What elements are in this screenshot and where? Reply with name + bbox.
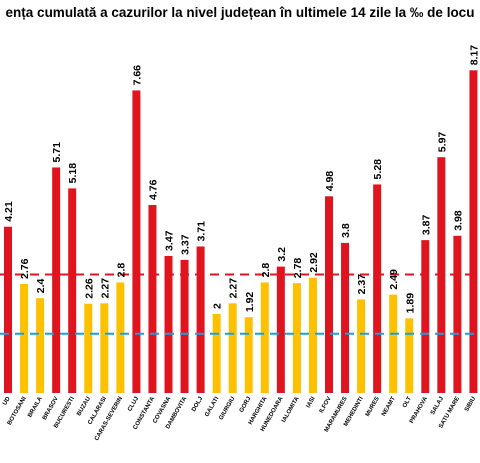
- value-label: 2.8: [115, 263, 127, 278]
- bar-ialomita: [292, 283, 301, 393]
- value-label: 8.17: [468, 45, 480, 66]
- category-label: MURES: [365, 396, 381, 418]
- bar-gorj: [244, 317, 253, 393]
- bar-galati: [212, 314, 221, 393]
- bar-iasi: [308, 277, 317, 393]
- bar-ilfov: [325, 196, 333, 393]
- bar-dolj: [196, 246, 205, 393]
- value-label: 2.37: [356, 274, 368, 295]
- value-label: 2.76: [19, 258, 31, 279]
- category-label: GALATI: [204, 396, 220, 418]
- bar-dambovita: [180, 259, 189, 393]
- value-label: 2.8: [260, 263, 272, 278]
- category-label: SALAJ: [430, 396, 445, 416]
- bar-brasov: [52, 167, 61, 393]
- value-label: 3.37: [180, 234, 192, 255]
- bar-prahova: [421, 240, 430, 393]
- bar-mures: [373, 184, 382, 393]
- category-label: GIURGIU: [218, 396, 236, 421]
- bar-cluj: [132, 90, 141, 394]
- category-label: IASI: [306, 396, 317, 409]
- value-label: 2: [212, 303, 224, 309]
- value-label: 1.89: [404, 293, 416, 314]
- value-label: 4.98: [324, 171, 336, 192]
- value-label: 2.4: [35, 278, 47, 293]
- category-label: UD: [2, 395, 12, 406]
- value-label: 3.98: [452, 210, 464, 231]
- value-label: 4.21: [3, 201, 15, 222]
- value-label: 5.71: [51, 142, 63, 163]
- value-label: 1.92: [244, 292, 256, 313]
- category-label: DOLJ: [191, 396, 204, 413]
- bar-buzau: [84, 303, 93, 393]
- category-label: SIBIU: [464, 396, 477, 413]
- bar-constanta: [148, 204, 157, 393]
- category-label: NEAMT: [381, 396, 397, 418]
- value-label: 3.2: [276, 247, 288, 262]
- reference-lines-layer: [0, 273, 480, 335]
- value-label: 3.71: [196, 221, 208, 242]
- bar-caras-severin: [116, 282, 125, 393]
- value-label: 2.26: [83, 278, 95, 299]
- bar-hunedoara: [276, 266, 285, 393]
- category-label: OLT: [402, 396, 413, 409]
- bar-sibiu: [469, 70, 478, 393]
- category-label: BRAILA: [27, 395, 44, 418]
- value-label: 2.27: [99, 278, 111, 299]
- value-label: 2.27: [228, 278, 240, 299]
- value-label: 4.76: [147, 179, 159, 200]
- bar-botosani: [20, 283, 29, 393]
- bar-bucuresti: [68, 188, 77, 393]
- bar-ud: [4, 226, 12, 393]
- bar-mehedinti: [357, 299, 366, 393]
- bar-covasna: [164, 255, 173, 393]
- value-label: 7.66: [131, 65, 143, 86]
- category-label: ILFOV: [319, 396, 333, 414]
- category-label: BRASOV: [42, 396, 60, 421]
- value-label: 5.18: [67, 163, 79, 184]
- bar-giurgiu: [228, 303, 237, 393]
- category-label: CLUJ: [127, 396, 140, 413]
- category-label: BUZAU: [76, 396, 92, 417]
- bar-satu-mare: [453, 235, 462, 393]
- bar-braila: [36, 298, 45, 393]
- bar-olt: [405, 318, 414, 394]
- bars-layer: [4, 70, 478, 394]
- value-label: 5.28: [372, 159, 384, 180]
- value-label: 2.92: [308, 252, 320, 273]
- value-label: 2.49: [388, 269, 400, 290]
- value-labels-layer: 4.21 2.76 2.4 5.71 5.18 2.26 2.27 2.8 7.66 4.76 3.…: [3, 45, 480, 314]
- bar-harghita: [260, 282, 269, 393]
- bar-neamt: [389, 294, 398, 393]
- bar-calarasi: [100, 303, 109, 393]
- value-label: 2.78: [292, 258, 304, 279]
- value-label: 3.8: [340, 223, 352, 238]
- bar-maramures: [341, 242, 350, 393]
- value-label: 5.97: [436, 132, 448, 153]
- category-label: GORJ: [239, 396, 253, 414]
- value-label: 3.87: [420, 215, 432, 236]
- value-label: 3.47: [164, 230, 176, 251]
- chart-title: ența cumulată a cazurilor la nivel județ…: [6, 5, 475, 20]
